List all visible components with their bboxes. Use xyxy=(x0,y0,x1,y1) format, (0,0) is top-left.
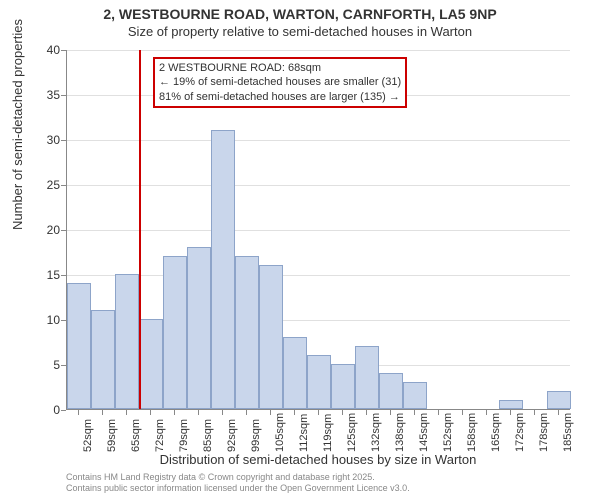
x-tick-label: 178sqm xyxy=(538,413,550,452)
x-tick-label: 165sqm xyxy=(490,413,502,452)
y-tick-label: 30 xyxy=(32,133,60,147)
annotation-box: 2 WESTBOURNE ROAD: 68sqm← 19% of semi-de… xyxy=(153,57,407,108)
y-tick-label: 35 xyxy=(32,88,60,102)
x-tick-mark xyxy=(366,410,367,415)
x-tick-label: 119sqm xyxy=(322,414,334,452)
y-tick-label: 40 xyxy=(32,43,60,57)
grid-line xyxy=(67,185,570,186)
x-tick-mark xyxy=(534,410,535,415)
x-tick-mark xyxy=(558,410,559,415)
grid-line xyxy=(67,275,570,276)
x-tick-mark xyxy=(174,410,175,415)
attribution: Contains HM Land Registry data © Crown c… xyxy=(66,472,410,494)
histogram-bar xyxy=(139,319,163,409)
annotation-line: ← 19% of semi-detached houses are smalle… xyxy=(159,75,401,89)
x-tick-mark xyxy=(342,410,343,415)
x-tick-mark xyxy=(414,410,415,415)
x-tick-mark xyxy=(510,410,511,415)
histogram-bar xyxy=(163,256,187,409)
grid-line xyxy=(67,50,570,51)
x-tick-label: 65sqm xyxy=(130,419,142,452)
x-axis-label: Distribution of semi-detached houses by … xyxy=(66,452,570,467)
x-tick-mark xyxy=(198,410,199,415)
x-tick-mark xyxy=(462,410,463,415)
histogram-bar xyxy=(67,283,91,409)
x-tick-mark xyxy=(318,410,319,415)
x-tick-label: 132sqm xyxy=(370,413,382,452)
histogram-bar xyxy=(235,256,259,409)
x-tick-label: 158sqm xyxy=(466,413,478,452)
histogram-bar xyxy=(91,310,115,409)
x-tick-mark xyxy=(102,410,103,415)
x-tick-label: 112sqm xyxy=(298,414,310,452)
x-tick-label: 59sqm xyxy=(106,419,118,452)
x-tick-label: 105sqm xyxy=(274,413,286,452)
annotation-line: 2 WESTBOURNE ROAD: 68sqm xyxy=(159,61,401,75)
histogram-bar xyxy=(379,373,403,409)
histogram-bar xyxy=(115,274,139,409)
histogram-bar xyxy=(187,247,211,409)
x-tick-label: 185sqm xyxy=(562,413,574,452)
x-tick-mark xyxy=(390,410,391,415)
histogram-bar xyxy=(403,382,427,409)
plot-area: 2 WESTBOURNE ROAD: 68sqm← 19% of semi-de… xyxy=(66,50,570,410)
y-tick-label: 15 xyxy=(32,268,60,282)
x-tick-label: 138sqm xyxy=(394,413,406,452)
histogram-bar xyxy=(307,355,331,409)
x-tick-mark xyxy=(222,410,223,415)
y-tick-mark xyxy=(61,410,66,411)
chart-container: 2, WESTBOURNE ROAD, WARTON, CARNFORTH, L… xyxy=(0,0,600,500)
histogram-bar xyxy=(211,130,235,409)
grid-line xyxy=(67,140,570,141)
histogram-bar xyxy=(547,391,571,409)
x-tick-label: 125sqm xyxy=(346,413,358,452)
attribution-line2: Contains public sector information licen… xyxy=(66,483,410,494)
histogram-bar xyxy=(283,337,307,409)
x-tick-mark xyxy=(438,410,439,415)
x-tick-mark xyxy=(246,410,247,415)
title-sub: Size of property relative to semi-detach… xyxy=(0,24,600,39)
x-tick-mark xyxy=(294,410,295,415)
x-tick-mark xyxy=(78,410,79,415)
x-tick-label: 52sqm xyxy=(82,419,94,452)
y-tick-label: 0 xyxy=(32,403,60,417)
x-tick-label: 85sqm xyxy=(202,419,214,452)
attribution-line1: Contains HM Land Registry data © Crown c… xyxy=(66,472,410,483)
y-tick-label: 10 xyxy=(32,313,60,327)
annotation-line: 81% of semi-detached houses are larger (… xyxy=(159,90,401,104)
grid-line xyxy=(67,230,570,231)
y-tick-label: 20 xyxy=(32,223,60,237)
histogram-bar xyxy=(499,400,523,409)
x-tick-mark xyxy=(270,410,271,415)
x-tick-label: 152sqm xyxy=(442,413,454,452)
y-axis-label: Number of semi-detached properties xyxy=(10,19,25,230)
x-tick-label: 172sqm xyxy=(514,413,526,452)
x-tick-label: 145sqm xyxy=(418,413,430,452)
histogram-bar xyxy=(259,265,283,409)
x-tick-mark xyxy=(150,410,151,415)
histogram-bar xyxy=(331,364,355,409)
x-tick-mark xyxy=(126,410,127,415)
y-tick-label: 5 xyxy=(32,358,60,372)
y-tick-label: 25 xyxy=(32,178,60,192)
marker-line xyxy=(139,50,141,409)
histogram-bar xyxy=(355,346,379,409)
x-tick-label: 72sqm xyxy=(154,419,166,452)
x-tick-label: 99sqm xyxy=(250,419,262,452)
x-tick-label: 92sqm xyxy=(226,419,238,452)
x-tick-label: 79sqm xyxy=(178,419,190,452)
title-main: 2, WESTBOURNE ROAD, WARTON, CARNFORTH, L… xyxy=(0,6,600,22)
x-tick-mark xyxy=(486,410,487,415)
